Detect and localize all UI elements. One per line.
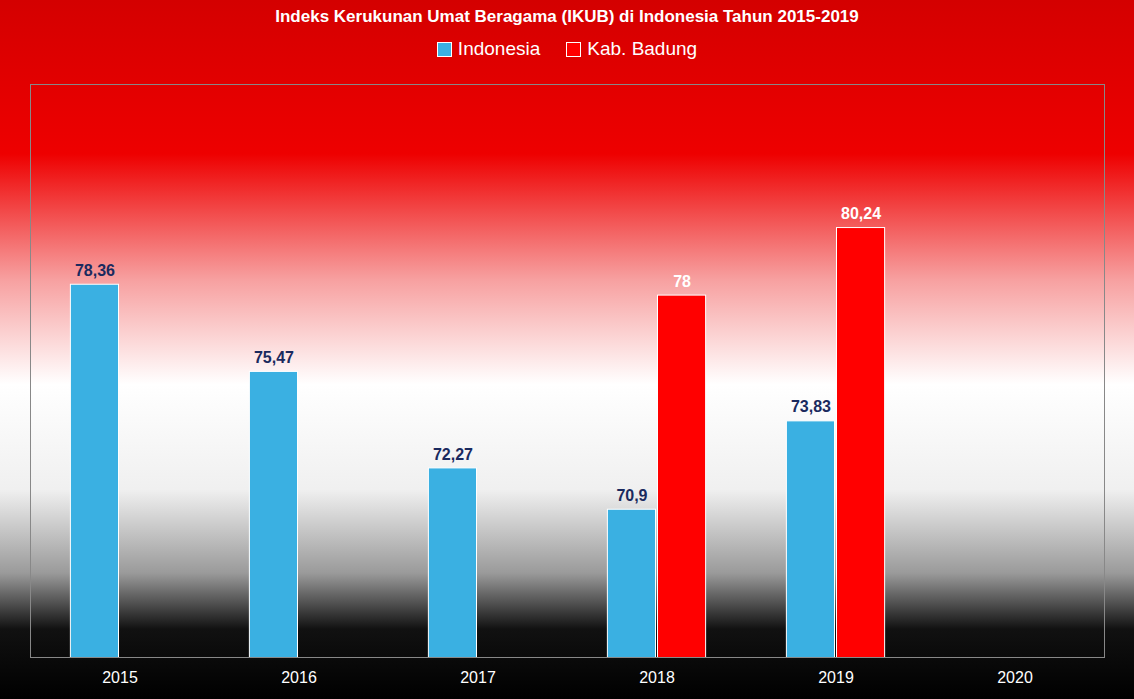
html-text:Kab. Badung: Kab. Badung [587, 38, 698, 59]
svg-text:2019: 2019 [818, 669, 854, 686]
svg-text:75,47: 75,47 [254, 349, 294, 366]
svg-text:80,24: 80,24 [841, 205, 881, 222]
svg-text:2018: 2018 [639, 669, 675, 686]
svg-text:2020: 2020 [997, 669, 1033, 686]
svg-text:70,9: 70,9 [616, 487, 647, 504]
svg-text:2015: 2015 [102, 669, 138, 686]
svg-text:78,36: 78,36 [75, 262, 115, 279]
svg-text:78: 78 [673, 273, 691, 290]
html-text:Indeks Kerukunan Umat Beragama: Indeks Kerukunan Umat Beragama (IKUB) di… [275, 7, 859, 26]
svg-text:2016: 2016 [281, 669, 317, 686]
svg-text:73,83: 73,83 [791, 398, 831, 415]
svg-text:2017: 2017 [460, 669, 496, 686]
html-text:Indonesia: Indonesia [457, 38, 541, 59]
svg-text:72,27: 72,27 [433, 446, 473, 463]
